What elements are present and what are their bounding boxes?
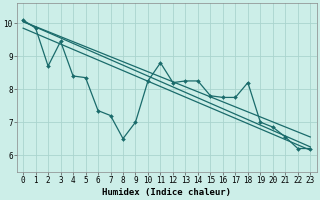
X-axis label: Humidex (Indice chaleur): Humidex (Indice chaleur) <box>102 188 231 197</box>
